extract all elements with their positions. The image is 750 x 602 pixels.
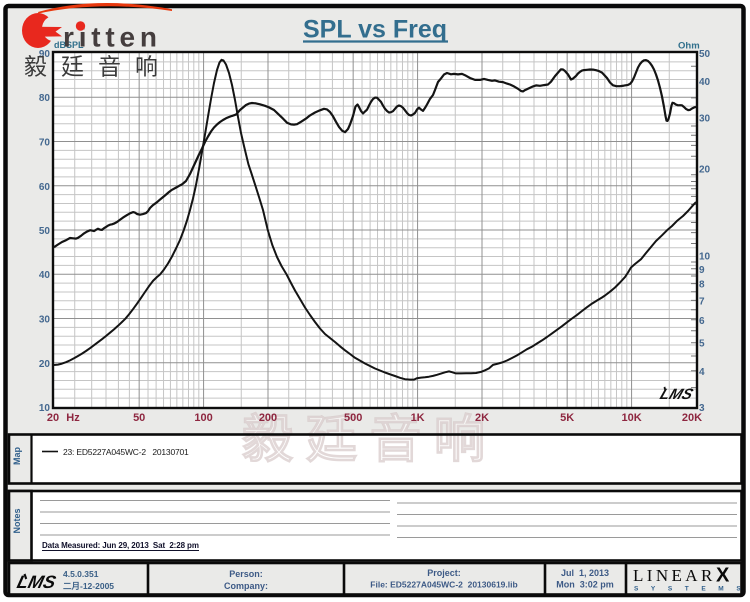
svg-text:10: 10 [39,403,51,414]
svg-text:500: 500 [344,412,362,424]
svg-text:8: 8 [699,280,705,291]
svg-text:20K: 20K [682,412,702,424]
svg-text:LINEAR: LINEAR [633,566,716,585]
svg-text:40: 40 [699,77,711,88]
svg-text:Project:: Project: [427,568,461,578]
svg-text:Jul 1, 2013: Jul 1, 2013 [561,568,609,578]
svg-text:4: 4 [699,367,705,378]
svg-text:50: 50 [39,226,51,237]
svg-text:70: 70 [39,138,51,149]
svg-text:Hz: Hz [66,412,80,424]
svg-text:200: 200 [259,412,277,424]
svg-text:5K: 5K [560,412,574,424]
svg-text:50: 50 [699,49,711,60]
svg-text:LMS: LMS [15,571,58,592]
svg-text:20: 20 [47,412,59,424]
svg-text:10: 10 [699,252,711,263]
svg-text:Data Measured: Jun 29, 2013 S: Data Measured: Jun 29, 2013 Sat 2:28 pm [42,541,199,550]
svg-text:Mon 3:02 pm: Mon 3:02 pm [556,580,614,590]
svg-text:80: 80 [39,93,51,104]
svg-text:60: 60 [39,182,51,193]
svg-text:Company:: Company: [224,581,268,591]
svg-text:6: 6 [699,316,705,327]
svg-text:SPL vs Freq: SPL vs Freq [303,16,447,44]
svg-text:23: ED5227A045WC-2 20130701: 23: ED5227A045WC-2 20130701 [63,447,189,457]
svg-text:2K: 2K [475,412,489,424]
svg-text:100: 100 [194,412,212,424]
svg-text:Map: Map [12,446,22,465]
svg-text:7: 7 [699,296,705,307]
svg-text:Ohm: Ohm [678,41,700,52]
svg-text:1K: 1K [411,412,425,424]
svg-text:50: 50 [133,412,145,424]
svg-text:90: 90 [39,49,51,60]
svg-text:X: X [716,565,730,587]
svg-text:SYSTEMS: SYSTEMS [634,586,750,593]
svg-text:4.5.0.351: 4.5.0.351 [63,569,99,579]
svg-text:毅廷音响: 毅廷音响 [24,54,172,80]
svg-text:Notes: Notes [12,508,22,533]
svg-text:dBSPL: dBSPL [54,40,84,50]
svg-text:9: 9 [699,265,705,276]
svg-text:二月-12-2005: 二月-12-2005 [63,581,114,591]
svg-text:30: 30 [699,113,711,124]
svg-text:Person:: Person: [229,569,263,579]
svg-text:毅廷音响: 毅廷音响 [242,411,498,468]
svg-text:File: ED5227A045WC-2 20130619: File: ED5227A045WC-2 20130619.lib [370,580,517,590]
svg-text:10K: 10K [622,412,642,424]
svg-text:5: 5 [699,339,705,350]
svg-text:3: 3 [699,403,705,414]
svg-text:20: 20 [699,164,711,175]
svg-text:30: 30 [39,315,51,326]
svg-text:20: 20 [39,359,51,370]
svg-text:LMS: LMS [658,386,696,402]
svg-text:40: 40 [39,270,51,281]
